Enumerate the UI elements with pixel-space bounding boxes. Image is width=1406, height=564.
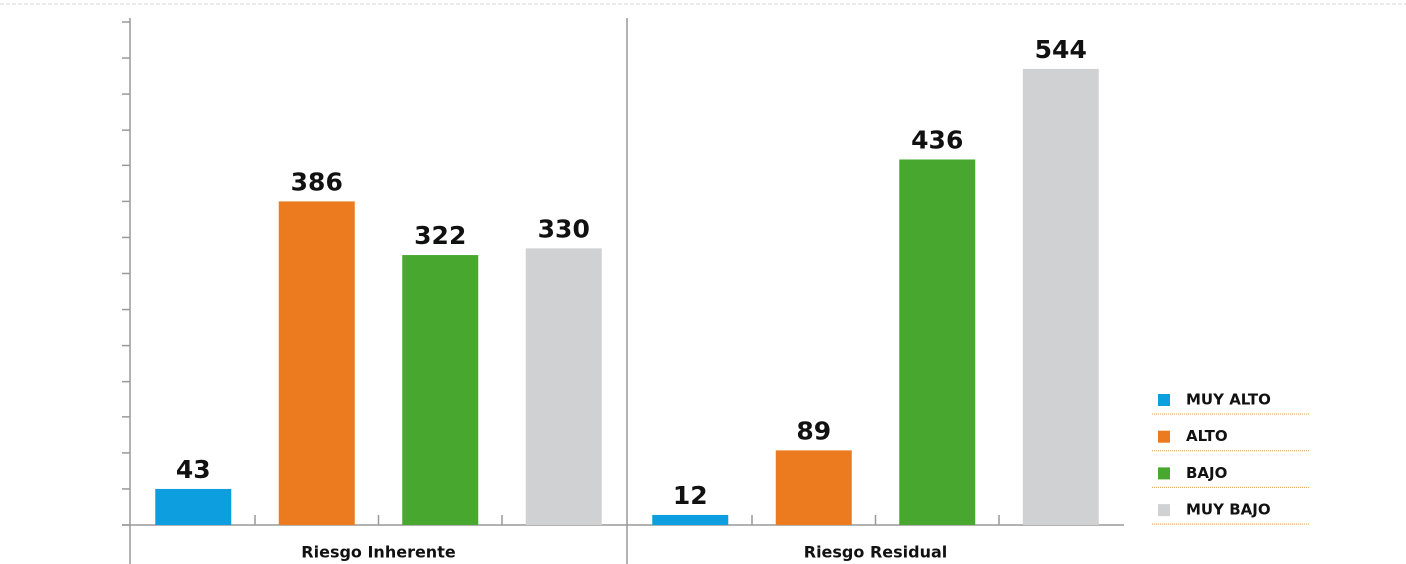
legend-swatch: [1158, 467, 1170, 480]
data-label: 43: [176, 455, 211, 484]
bar: [155, 488, 232, 525]
data-label: 544: [1035, 35, 1087, 64]
data-label: 330: [538, 214, 590, 243]
x-tick-label: Riesgo Inherente: [301, 543, 456, 562]
legend-label: BAJO: [1186, 464, 1227, 482]
legend-label: MUY BAJO: [1186, 501, 1271, 519]
data-label: 386: [291, 167, 343, 196]
bar: [402, 255, 479, 525]
bar: [775, 450, 852, 525]
legend-swatch: [1158, 394, 1170, 406]
x-tick-label: Riesgo Residual: [804, 543, 948, 562]
bar: [525, 248, 602, 525]
bar: [1022, 68, 1099, 526]
legend-label: ALTO: [1186, 427, 1228, 445]
bar: [899, 159, 976, 525]
data-label: 12: [673, 481, 708, 510]
legend-label: MUY ALTO: [1186, 391, 1271, 409]
data-label: 89: [796, 416, 831, 445]
bar: [278, 201, 355, 526]
data-label: 436: [911, 125, 963, 154]
data-label: 322: [414, 221, 466, 250]
legend-swatch: [1158, 430, 1170, 443]
bar: [652, 514, 729, 525]
legend-swatch: [1158, 504, 1170, 517]
